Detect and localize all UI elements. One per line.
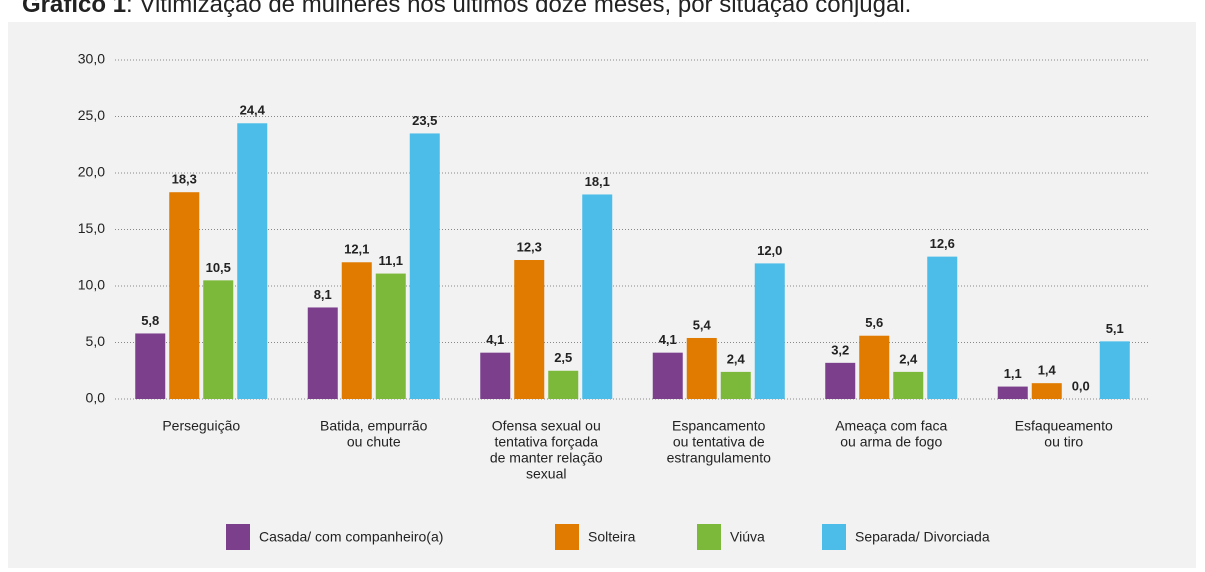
y-tick-label: 10,0 — [78, 277, 105, 293]
data-label: 8,1 — [314, 287, 332, 302]
y-tick-label: 5,0 — [86, 333, 106, 349]
y-tick-label: 25,0 — [78, 107, 105, 123]
bar — [341, 262, 372, 399]
bar — [859, 335, 890, 399]
y-tick-label: 15,0 — [78, 220, 105, 236]
x-tick-label: sexual — [526, 466, 566, 482]
data-label: 4,1 — [486, 332, 504, 347]
x-tick-label: Espancamento — [672, 418, 766, 434]
legend-label: Solteira — [588, 529, 636, 545]
bar — [582, 194, 613, 399]
data-label: 3,2 — [831, 342, 849, 357]
legend-swatch — [822, 524, 846, 550]
data-label: 4,1 — [659, 332, 677, 347]
y-tick-label: 20,0 — [78, 164, 105, 180]
legend-swatch — [555, 524, 579, 550]
data-label: 12,3 — [517, 239, 542, 254]
y-tick-label: 0,0 — [86, 390, 106, 406]
data-label: 5,4 — [693, 317, 712, 332]
bar — [754, 263, 785, 399]
title-label: Gráfico 1 — [22, 0, 126, 18]
bar — [893, 371, 924, 399]
legend-label: Separada/ Divorciada — [855, 529, 990, 545]
legend-label: Casada/ com companheiro(a) — [259, 529, 443, 545]
data-label: 2,4 — [727, 351, 746, 366]
bar — [1099, 341, 1130, 399]
bar — [720, 371, 751, 399]
bar — [514, 260, 545, 399]
data-label: 1,4 — [1038, 363, 1057, 378]
data-label: 24,4 — [240, 103, 266, 118]
x-tick-label: Batida, empurrão — [320, 418, 428, 434]
data-label: 1,1 — [1004, 366, 1022, 381]
bar — [203, 280, 234, 399]
bar — [480, 352, 511, 399]
bar — [307, 307, 338, 399]
data-label: 11,1 — [378, 253, 403, 268]
data-label: 10,5 — [206, 260, 231, 275]
legend-label: Viúva — [730, 529, 765, 545]
data-label: 18,3 — [172, 172, 197, 187]
x-tick-label: de manter relação — [490, 450, 603, 466]
bar — [927, 256, 958, 399]
x-tick-label: Esfaqueamento — [1015, 418, 1113, 434]
x-tick-label: ou chute — [347, 434, 401, 450]
bar — [825, 362, 856, 399]
legend-swatch — [226, 524, 250, 550]
bar — [652, 352, 683, 399]
x-tick-label: Ofensa sexual ou — [492, 418, 601, 434]
x-tick-label: Ameaça com faca — [835, 418, 947, 434]
y-tick-label: 30,0 — [78, 51, 105, 67]
data-label: 5,6 — [865, 315, 883, 330]
legend-swatch — [697, 524, 721, 550]
x-tick-label: ou arma de fogo — [840, 434, 942, 450]
data-label: 12,6 — [930, 236, 955, 251]
data-label: 12,1 — [344, 242, 369, 257]
x-tick-label: estrangulamento — [667, 450, 772, 466]
bar — [686, 337, 717, 399]
data-label: 5,1 — [1106, 321, 1124, 336]
x-tick-label: tentativa forçada — [494, 434, 598, 450]
bar — [237, 123, 268, 399]
data-label: 23,5 — [412, 113, 437, 128]
bar — [135, 333, 166, 399]
data-label: 2,4 — [899, 351, 918, 366]
bar — [169, 192, 200, 399]
bar — [1031, 383, 1062, 399]
bar — [375, 273, 406, 399]
x-tick-label: ou tentativa de — [673, 434, 765, 450]
data-label: 12,0 — [757, 243, 782, 258]
bar — [409, 133, 440, 399]
x-tick-label: ou tiro — [1044, 434, 1083, 450]
bar — [997, 386, 1028, 399]
chart-title: Gráfico 1: Vitimização de mulheres nos ú… — [22, 0, 911, 18]
data-label: 18,1 — [585, 174, 610, 189]
data-label: 2,5 — [554, 350, 572, 365]
bar — [548, 370, 579, 399]
x-tick-label: Perseguição — [162, 418, 240, 434]
title-text: : Vitimização de mulheres nos últimos do… — [126, 0, 911, 18]
data-label: 5,8 — [141, 313, 159, 328]
data-label: 0,0 — [1072, 378, 1090, 393]
